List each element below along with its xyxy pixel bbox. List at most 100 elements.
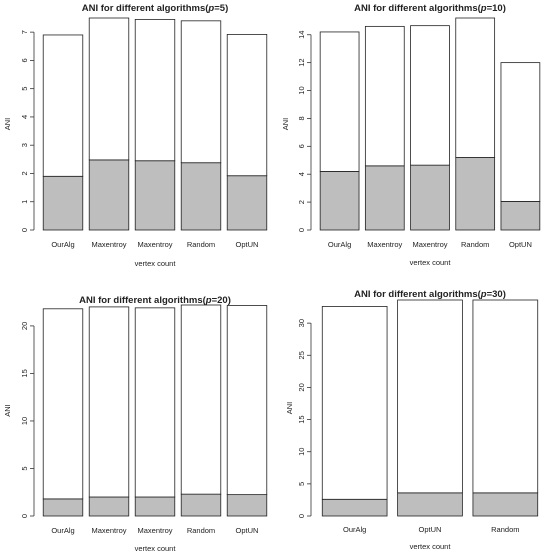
bar-segment-lower — [319, 171, 360, 231]
bar-segment-lower — [88, 496, 130, 517]
bar-segment-lower — [134, 496, 176, 517]
y-tick-label: 7 — [20, 30, 29, 34]
chart-title-suffix: =5) — [214, 3, 228, 14]
bar-segment-upper — [42, 34, 84, 177]
bar-segment-upper — [88, 306, 130, 498]
bar-segment-upper — [500, 62, 541, 202]
chart-title-prefix: ANI for different algorithms( — [354, 289, 482, 300]
y-tick-label: 4 — [20, 115, 29, 119]
x-category-label: Random — [461, 240, 489, 249]
bar-segment-lower — [410, 164, 450, 231]
y-tick-label: 0 — [20, 514, 29, 518]
y-tick-label: 0 — [297, 514, 306, 518]
y-tick-label: 5 — [20, 87, 29, 91]
y-tick-label: 15 — [20, 369, 29, 377]
bar-segment-upper — [226, 305, 268, 496]
y-tick-label: 0 — [297, 228, 306, 232]
x-category-label: OptUN — [509, 240, 532, 249]
y-tick-label: 25 — [297, 351, 306, 359]
bar-segment-lower — [397, 492, 463, 517]
chart-title-prefix: ANI for different algorithms( — [82, 3, 210, 14]
y-tick-label: 20 — [297, 383, 306, 391]
bar-segment-lower — [42, 498, 84, 517]
x-category-label: Random — [187, 240, 215, 249]
y-tick-label: 5 — [297, 482, 306, 486]
y-tick-label: 2 — [20, 171, 29, 175]
y-tick-label: 0 — [20, 228, 29, 232]
y-tick-label: 1 — [20, 200, 29, 204]
y-tick-label: 10 — [297, 86, 306, 94]
y-tick-label: 6 — [20, 58, 29, 62]
bar-segment-upper — [180, 304, 222, 495]
x-category-label: Maxentroy — [137, 526, 172, 535]
x-category-label: Random — [491, 525, 519, 534]
chart-title-prefix: ANI for different algorithms( — [354, 3, 482, 14]
x-category-label: Maxentroy — [412, 240, 447, 249]
x-axis-label: vertex count — [410, 258, 452, 267]
bar-segment-lower — [500, 201, 541, 231]
y-tick-label: 10 — [297, 448, 306, 456]
chart-title: ANI for different algorithms(p=10) — [354, 3, 506, 14]
y-tick-label: 30 — [297, 319, 306, 327]
x-axis-label: vertex count — [135, 259, 177, 268]
bar-segment-upper — [364, 25, 405, 167]
bar-segment-upper — [472, 299, 539, 494]
bar-segment-lower — [226, 494, 268, 517]
x-category-label: Random — [187, 526, 215, 535]
bar-segment-upper — [397, 299, 463, 494]
x-category-label: Maxentroy — [367, 240, 402, 249]
chart-panel-2: ANI for different algorithms(p=10) 0 2 4 6 8 1… — [281, 3, 541, 267]
bar-segment-upper — [134, 307, 176, 498]
y-tick-label: 5 — [20, 466, 29, 470]
bar-segment-upper — [180, 20, 222, 164]
bar-segment-lower — [134, 160, 176, 231]
bar-segment-lower — [180, 493, 222, 517]
chart-title-suffix: =10) — [487, 3, 506, 14]
x-category-label: OptUN — [419, 525, 442, 534]
chart-title-symbol: p — [207, 3, 214, 14]
bar-segment-lower — [455, 157, 496, 231]
y-tick-label: 15 — [297, 415, 306, 423]
bar-segment-upper — [319, 31, 360, 172]
chart-title: ANI for different algorithms(p=30) — [354, 289, 506, 300]
chart-title-symbol: p — [205, 295, 212, 306]
chart-title-symbol: p — [480, 3, 487, 14]
bar-segment-upper — [226, 33, 268, 177]
bar-segment-upper — [88, 17, 130, 161]
bar-segment-upper — [455, 17, 496, 158]
x-category-label: Maxentroy — [91, 526, 126, 535]
bar-segment-lower — [88, 159, 130, 231]
y-tick-label: 3 — [20, 143, 29, 147]
chart-title-prefix: ANI for different algorithms( — [79, 295, 207, 306]
bar-segment-upper — [42, 308, 84, 500]
chart-panel-1: ANI for different algorithms(p=5) 0 1 2 3 4 5 6… — [3, 3, 268, 268]
y-tick-label: 12 — [297, 58, 306, 66]
y-axis-label: ANI — [285, 402, 294, 415]
x-category-label: Maxentroy — [137, 240, 172, 249]
x-axis-label: vertex count — [135, 544, 177, 553]
chart-title: ANI for different algorithms(p=5) — [82, 3, 228, 14]
x-category-label: OurAlg — [51, 526, 74, 535]
x-axis-label: vertex count — [410, 542, 452, 551]
x-category-label: OurAlg — [51, 240, 74, 249]
bar-segment-upper — [410, 25, 450, 166]
y-axis-label: ANI — [3, 118, 12, 131]
y-tick-label: 8 — [297, 116, 306, 120]
bar-segment-upper — [134, 19, 176, 162]
chart-title-suffix: =30) — [487, 289, 506, 300]
y-tick-label: 20 — [20, 322, 29, 330]
y-tick-label: 6 — [297, 144, 306, 148]
x-category-label: OptUN — [236, 240, 259, 249]
bar-segment-upper — [321, 306, 388, 500]
x-category-label: OurAlg — [328, 240, 351, 249]
bar-segment-lower — [180, 162, 222, 231]
bar-segment-lower — [42, 175, 84, 231]
bar-segment-lower — [472, 492, 539, 517]
bar-segment-lower — [364, 165, 405, 231]
bar-segment-lower — [226, 175, 268, 231]
chart-panel-4: ANI for different algorithms(p=30) 0 5 10 15… — [285, 289, 539, 551]
y-axis-label: ANI — [281, 118, 290, 131]
y-tick-label: 4 — [297, 172, 306, 176]
x-category-label: OptUN — [236, 526, 259, 535]
